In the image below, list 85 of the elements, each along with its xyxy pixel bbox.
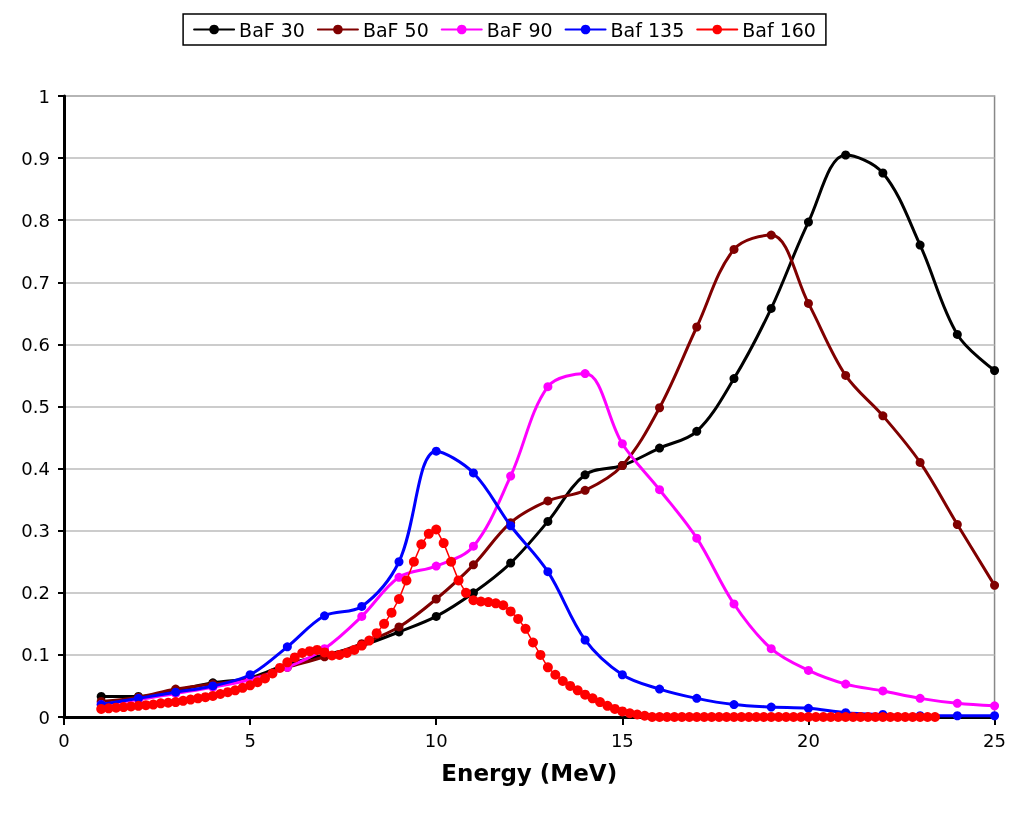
- point: [468, 560, 478, 570]
- point: [729, 700, 739, 710]
- point: [357, 601, 367, 611]
- point: [357, 611, 367, 621]
- point: [617, 439, 627, 449]
- point: [803, 298, 813, 308]
- point: [766, 644, 776, 654]
- point: [431, 594, 441, 604]
- x-tick-label: 15: [610, 729, 634, 751]
- x-tick-label: 25: [983, 729, 1006, 751]
- point: [692, 533, 702, 543]
- point: [915, 240, 925, 250]
- point: [543, 516, 553, 526]
- point: [766, 702, 776, 712]
- point: [841, 370, 851, 380]
- point: [394, 557, 404, 567]
- point: [990, 580, 1000, 590]
- point: [692, 426, 702, 436]
- point: [506, 558, 516, 568]
- x-tick-label: 20: [796, 729, 820, 751]
- point: [803, 703, 813, 713]
- point: [431, 611, 441, 621]
- point: [766, 303, 776, 313]
- y-tick-label: 0.7: [21, 271, 50, 293]
- y-tick-label: 0: [38, 706, 50, 728]
- point: [952, 711, 962, 721]
- legend-label: BaF 50: [362, 18, 429, 41]
- x-tick-label: 0: [58, 729, 70, 751]
- y-tick-label: 0.8: [21, 209, 50, 231]
- point: [580, 369, 590, 379]
- point: [841, 679, 851, 689]
- y-tick-label: 0.3: [21, 520, 50, 542]
- x-tick-label: 5: [244, 729, 256, 751]
- point: [915, 457, 925, 467]
- point: [282, 642, 292, 652]
- point: [803, 217, 813, 227]
- point: [915, 693, 925, 703]
- point: [692, 693, 702, 703]
- point: [803, 665, 813, 675]
- legend-label: Baf 160: [742, 18, 816, 41]
- point: [580, 470, 590, 480]
- y-tick-label: 0.1: [21, 644, 50, 666]
- legend-label: Baf 135: [610, 18, 685, 41]
- y-tick-label: 0.6: [21, 333, 50, 355]
- y-tick-label: 0.2: [21, 582, 50, 604]
- point: [543, 496, 553, 506]
- point: [655, 443, 665, 453]
- point: [878, 686, 888, 696]
- point: [990, 365, 1000, 375]
- y-tick-label: 0.4: [21, 458, 50, 480]
- point: [431, 561, 441, 571]
- point: [729, 244, 739, 254]
- point: [506, 471, 516, 481]
- point: [617, 670, 627, 680]
- point: [990, 711, 1000, 721]
- y-tick-label: 1: [38, 85, 50, 107]
- point: [878, 411, 888, 421]
- y-tick-label: 0.5: [21, 396, 50, 417]
- point: [841, 150, 851, 160]
- point: [468, 541, 478, 551]
- point: [394, 622, 404, 632]
- x-tick-label: 10: [424, 729, 448, 751]
- point: [468, 468, 478, 478]
- point: [729, 374, 739, 384]
- point: [655, 485, 665, 495]
- point: [580, 635, 590, 645]
- point: [543, 382, 553, 392]
- point: [431, 446, 441, 456]
- legend-label: BaF 90: [486, 18, 553, 41]
- point: [692, 322, 702, 332]
- point: [952, 519, 962, 529]
- point: [655, 684, 665, 694]
- point: [766, 230, 776, 240]
- point: [990, 701, 1000, 711]
- x-axis-title: Energy (MeV): [441, 759, 618, 786]
- point: [655, 403, 665, 413]
- point: [952, 329, 962, 339]
- point: [543, 567, 553, 577]
- y-tick-label: 0.9: [21, 147, 50, 169]
- legend-label: BaF 30: [239, 18, 305, 41]
- point: [952, 698, 962, 708]
- point: [729, 599, 739, 609]
- point: [580, 485, 590, 495]
- point: [320, 611, 330, 621]
- point: [878, 168, 888, 178]
